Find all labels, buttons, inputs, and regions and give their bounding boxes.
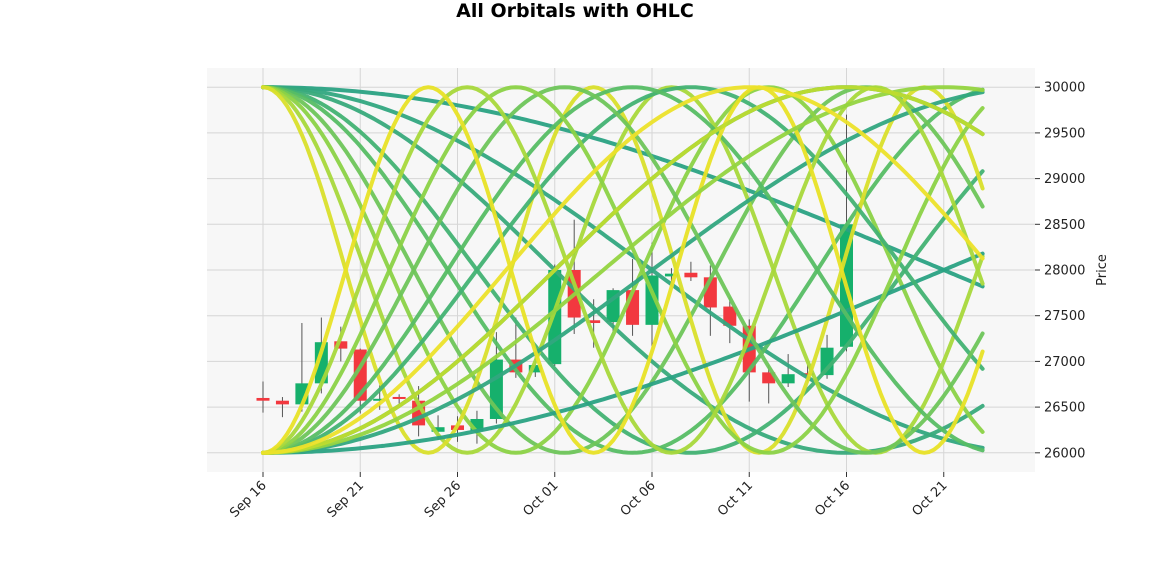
y-tick-label: 28500 <box>1044 218 1085 233</box>
candle-body <box>781 374 795 384</box>
y-tick-label: 29500 <box>1044 126 1085 141</box>
candle-body <box>275 400 289 405</box>
x-tick-label: Sep 16 <box>227 478 270 521</box>
y-axis-label: Price <box>1095 254 1110 286</box>
candle-body <box>334 341 348 349</box>
candle-body <box>470 418 484 431</box>
candle-body <box>664 273 678 277</box>
candle-body <box>392 396 406 399</box>
y-tick-label: 26500 <box>1044 401 1085 416</box>
candle-body <box>587 320 601 324</box>
orbital-curve <box>261 85 985 455</box>
orbital-curve <box>261 85 985 455</box>
x-tick-label: Oct 16 <box>812 478 853 519</box>
y-tick-label: 28000 <box>1044 264 1085 279</box>
y-tick-label: 29000 <box>1044 172 1085 187</box>
x-tick-label: Oct 01 <box>520 478 561 519</box>
candle-body <box>373 398 387 401</box>
candle-body <box>820 347 834 376</box>
x-tick-label: Oct 06 <box>618 478 659 519</box>
orbital-curve <box>261 85 985 455</box>
y-tick-label: 30000 <box>1044 81 1085 96</box>
candle-body <box>256 397 270 401</box>
x-tick-label: Oct 11 <box>715 478 756 519</box>
y-tick-label: 26000 <box>1044 446 1085 461</box>
y-tick-label: 27000 <box>1044 355 1085 370</box>
x-tick-label: Oct 21 <box>909 478 950 519</box>
candle-body <box>431 427 445 432</box>
orbital-curve <box>261 85 985 450</box>
candle-body <box>528 365 542 373</box>
orbital-curve <box>261 85 985 455</box>
x-axis-ticks: Sep 16 Sep 21 Sep 26 Oct 01 Oct 06 Oct 11 Oct … <box>227 472 951 521</box>
candle-body <box>684 272 698 278</box>
candle-body <box>723 306 737 326</box>
candle-body <box>548 270 562 365</box>
candle-body <box>762 372 776 384</box>
orbital-curve <box>261 85 985 455</box>
y-tick-label: 27500 <box>1044 309 1085 324</box>
orbital-curves <box>261 85 985 455</box>
x-tick-label: Sep 21 <box>325 478 368 521</box>
y-axis-ticks: 26000 26500 27000 27500 28000 28500 29000 29500… <box>1035 81 1085 461</box>
orbital-curve <box>261 85 985 455</box>
orbital-curve <box>261 251 985 455</box>
orbital-curve <box>261 85 985 455</box>
orbital-curve <box>261 85 985 455</box>
chart-title: All Orbitals with OHLC <box>456 0 694 22</box>
x-tick-label: Sep 26 <box>422 478 465 521</box>
